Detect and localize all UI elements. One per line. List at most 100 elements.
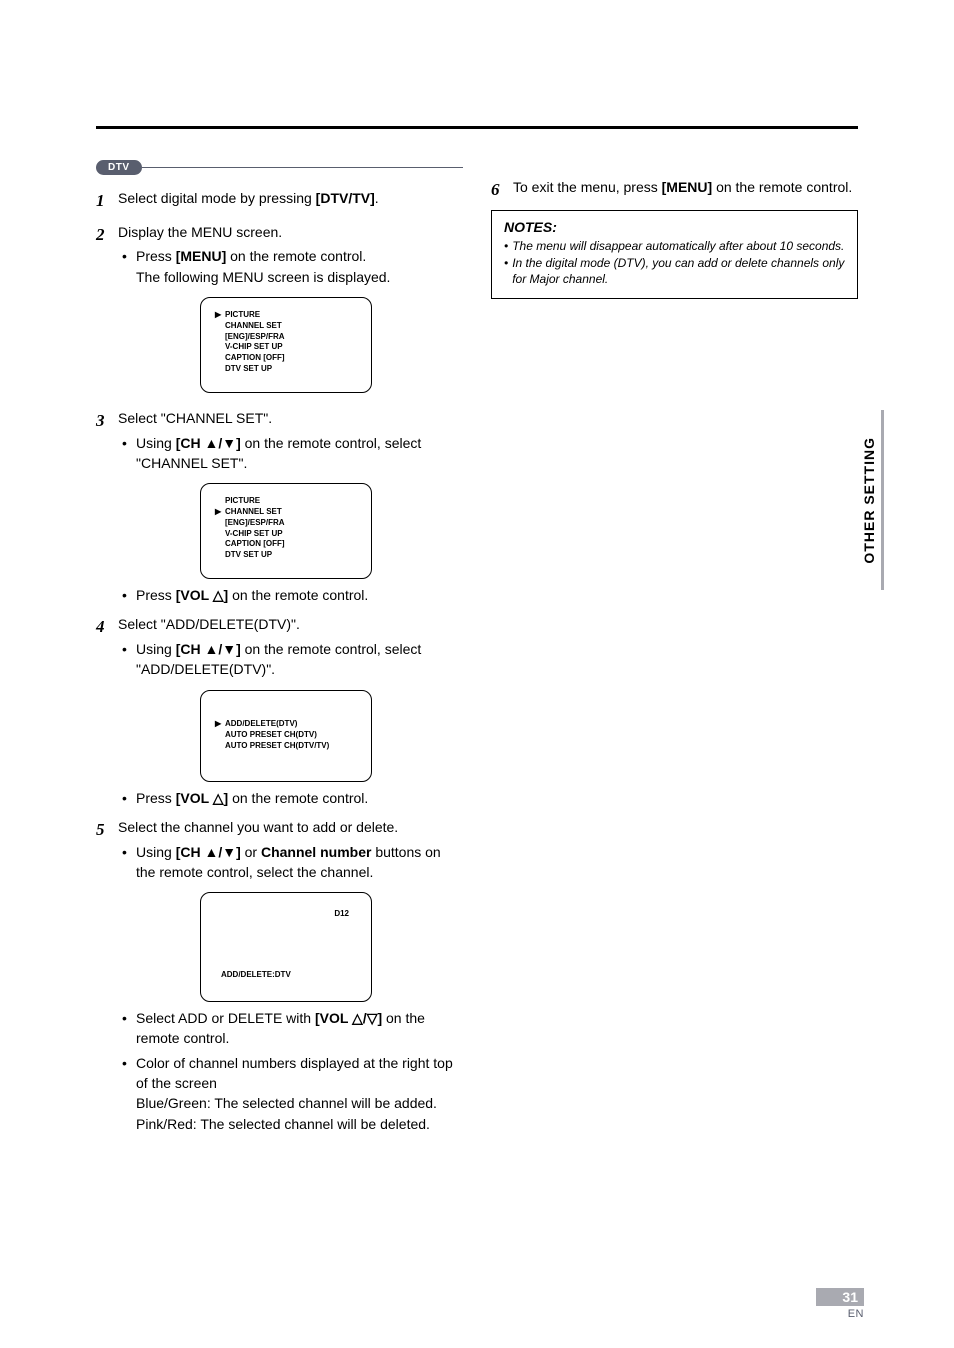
- key-vol: [VOL △]: [176, 790, 229, 806]
- step-body: Select "ADD/DELETE(DTV)". • Using [CH ▲/…: [118, 615, 463, 807]
- bullet-text: Press [VOL △] on the remote control.: [136, 788, 368, 808]
- t: Using: [136, 641, 176, 657]
- t: Pink/Red: The selected channel will be d…: [136, 1116, 430, 1132]
- bullet-dot: •: [122, 639, 130, 659]
- key-ch: [CH ▲/▼]: [176, 641, 241, 657]
- t: Press: [136, 587, 176, 603]
- note-text: In the digital mode (DTV), you can add o…: [512, 256, 845, 287]
- key-vol: [VOL △]: [176, 587, 229, 603]
- step-number: 3: [96, 409, 110, 433]
- step-text-tail: on the remote control.: [712, 179, 852, 195]
- menu-item: ▶CHANNEL SET: [215, 507, 357, 518]
- step-6: 6 To exit the menu, press [MENU] on the …: [491, 178, 858, 202]
- add-delete-label: ADD/DELETE:DTV: [221, 970, 291, 981]
- menu-item: CHANNEL SET: [215, 321, 357, 332]
- menu-screen-3: ▶ADD/DELETE(DTV)AUTO PRESET CH(DTV)AUTO …: [200, 690, 372, 782]
- menu-item-label: PICTURE: [225, 310, 260, 321]
- menu-item: CAPTION [OFF]: [215, 353, 357, 364]
- bullet-text: Press [VOL △] on the remote control.: [136, 585, 368, 605]
- key-menu: [MENU]: [176, 248, 227, 264]
- key-ch: [CH ▲/▼]: [176, 435, 241, 451]
- bullet-dot: •: [504, 256, 508, 287]
- menu-screen-1: ▶PICTURECHANNEL SET[ENG]/ESP/FRAV-CHIP S…: [200, 297, 372, 393]
- step-body: Display the MENU screen. • Press [MENU] …: [118, 223, 463, 399]
- menu-item: DTV SET UP: [215, 364, 357, 375]
- step-number: 5: [96, 818, 110, 842]
- bullet-text: Using [CH ▲/▼] on the remote control, se…: [136, 433, 463, 474]
- channel-indicator: D12: [334, 909, 349, 920]
- step-text: Select digital mode by pressing: [118, 190, 316, 206]
- menu-item: ▶PICTURE: [215, 310, 357, 321]
- menu-item-label: PICTURE: [225, 496, 260, 507]
- page-lang: EN: [816, 1308, 864, 1320]
- menu-item-label: AUTO PRESET CH(DTV): [225, 730, 317, 741]
- t: on the remote control.: [226, 248, 366, 264]
- step-text: To exit the menu, press: [513, 179, 662, 195]
- bullet: • Press [VOL △] on the remote control.: [122, 585, 463, 605]
- step-body: To exit the menu, press [MENU] on the re…: [513, 178, 858, 198]
- menu-item: CAPTION [OFF]: [215, 539, 357, 550]
- step-body: Select the channel you want to add or de…: [118, 818, 463, 1134]
- bullet-dot: •: [122, 246, 130, 266]
- t: Color of channel numbers displayed at th…: [136, 1055, 453, 1091]
- t: Blue/Green: The selected channel will be…: [136, 1095, 437, 1111]
- menu-item: AUTO PRESET CH(DTV): [215, 730, 357, 741]
- t: Press: [136, 790, 176, 806]
- step-4: 4 Select "ADD/DELETE(DTV)". • Using [CH …: [96, 615, 463, 807]
- pointer-icon: ▶: [215, 507, 225, 518]
- notes-box: NOTES: • The menu will disappear automat…: [491, 210, 858, 299]
- note-item: • In the digital mode (DTV), you can add…: [504, 256, 845, 287]
- menu-screen-2: PICTURE▶CHANNEL SET[ENG]/ESP/FRAV-CHIP S…: [200, 483, 372, 579]
- t: or: [241, 844, 261, 860]
- bullet: • Select ADD or DELETE with [VOL △/▽] on…: [122, 1008, 463, 1049]
- menu-item-label: CHANNEL SET: [225, 321, 282, 332]
- bullet-dot: •: [122, 433, 130, 453]
- bullet: • Using [CH ▲/▼] or Channel number butto…: [122, 842, 463, 883]
- menu-item-label: [ENG]/ESP/FRA: [225, 332, 285, 343]
- menu-item-label: V-CHIP SET UP: [225, 342, 283, 353]
- key-vol-updown: [VOL △/▽]: [315, 1010, 382, 1026]
- t: Using: [136, 435, 176, 451]
- notes-title: NOTES:: [504, 219, 845, 235]
- menu-item-label: CAPTION [OFF]: [225, 539, 285, 550]
- bullet: • Color of channel numbers displayed at …: [122, 1053, 463, 1134]
- t: Select ADD or DELETE with: [136, 1010, 315, 1026]
- bullet: • Press [MENU] on the remote control. Th…: [122, 246, 463, 287]
- key-ch: [CH ▲/▼]: [176, 844, 241, 860]
- top-rule: [96, 126, 858, 129]
- bullet-dot: •: [122, 1053, 130, 1073]
- t: on the remote control.: [228, 587, 368, 603]
- menu-item: PICTURE: [215, 496, 357, 507]
- bullet-dot: •: [122, 788, 130, 808]
- menu-item: V-CHIP SET UP: [215, 529, 357, 540]
- step-body: Select digital mode by pressing [DTV/TV]…: [118, 189, 463, 209]
- menu-screen-4: D12 ADD/DELETE:DTV: [200, 892, 372, 1002]
- step-text: Select "ADD/DELETE(DTV)".: [118, 616, 300, 632]
- step-text: Select "CHANNEL SET".: [118, 410, 272, 426]
- menu-item-label: [ENG]/ESP/FRA: [225, 518, 285, 529]
- note-text: The menu will disappear automatically af…: [512, 239, 844, 255]
- badge-divider: [142, 167, 464, 168]
- side-tab-other-setting: OTHER SETTING: [856, 410, 884, 590]
- step-text: Select the channel you want to add or de…: [118, 819, 398, 835]
- step-text: Display the MENU screen.: [118, 224, 282, 240]
- bullet-dot: •: [122, 585, 130, 605]
- menu-item: V-CHIP SET UP: [215, 342, 357, 353]
- key-channel-number: Channel number: [261, 844, 371, 860]
- menu-item-label: AUTO PRESET CH(DTV/TV): [225, 741, 329, 752]
- menu-item-label: ADD/DELETE(DTV): [225, 719, 297, 730]
- menu-item-label: CAPTION [OFF]: [225, 353, 285, 364]
- left-column: DTV 1 Select digital mode by pressing [D…: [96, 160, 463, 1134]
- menu-item-label: CHANNEL SET: [225, 507, 282, 518]
- menu-item-label: DTV SET UP: [225, 364, 272, 375]
- page-number: 31: [842, 1289, 858, 1305]
- bullet-dot: •: [122, 1008, 130, 1028]
- menu-item: [ENG]/ESP/FRA: [215, 518, 357, 529]
- step-number: 6: [491, 178, 505, 202]
- page-number-bar: 31: [816, 1288, 864, 1306]
- step-body: Select "CHANNEL SET". • Using [CH ▲/▼] o…: [118, 409, 463, 605]
- pointer-icon: ▶: [215, 310, 225, 321]
- step-number: 1: [96, 189, 110, 213]
- bullet-text: Press [MENU] on the remote control. The …: [136, 246, 390, 287]
- menu-item-label: V-CHIP SET UP: [225, 529, 283, 540]
